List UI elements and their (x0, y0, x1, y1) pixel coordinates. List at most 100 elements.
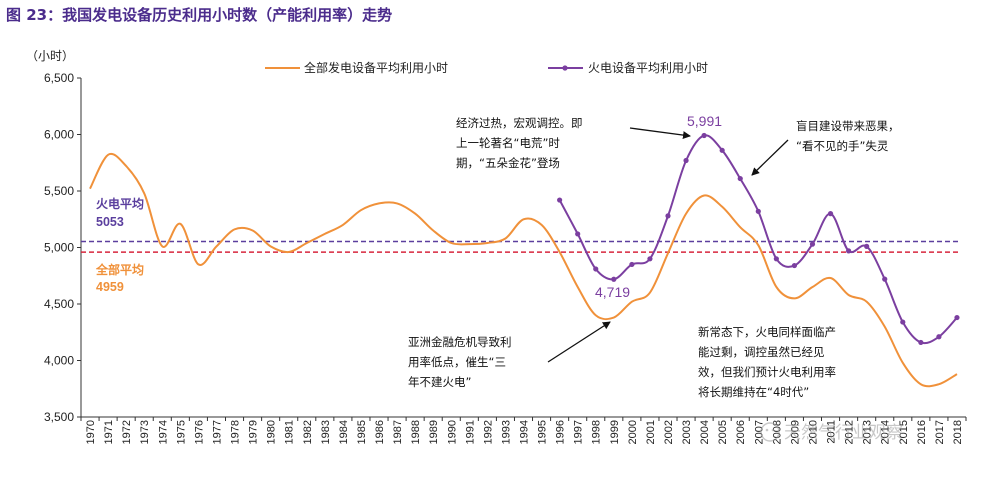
x-tick-label: 2016 (916, 420, 928, 444)
y-tick-label: 6,000 (44, 128, 74, 142)
x-tick-label: 1987 (392, 420, 404, 444)
ref-label-all: 全部平均 4959 (95, 262, 144, 294)
annotation-new-normal-line: 效，但我们预计火电利用率 (698, 365, 836, 379)
x-tick-label: 1999 (609, 420, 621, 444)
data-point-thermal (665, 213, 671, 219)
x-tick-label: 1982 (302, 420, 314, 444)
data-point-thermal (629, 261, 635, 268)
y-tick-label: 6,500 (44, 71, 74, 85)
reference-lines (81, 240, 958, 253)
x-tick-label: 2015 (898, 420, 910, 444)
annotation-asian-crisis-line: 亚洲金融危机导致利 (408, 335, 512, 349)
annotation-new-normal-line: 将长期维持在“4时代” (698, 385, 809, 399)
data-point-thermal (846, 248, 852, 254)
x-tick-label: 1970 (85, 420, 97, 444)
x-tick-label: 2008 (771, 420, 783, 444)
data-point-thermal (864, 243, 870, 249)
x-tick-label: 1998 (591, 420, 603, 444)
y-tick-label: 5,500 (44, 184, 74, 198)
data-point-thermal (755, 208, 761, 214)
legend-label-all: 全部发电设备平均利用小时 (304, 60, 448, 75)
data-point-thermal (773, 256, 779, 262)
data-point-thermal (683, 157, 689, 164)
x-tick-label: 1975 (175, 420, 187, 444)
data-point-thermal (575, 231, 581, 237)
annotation-asian-crisis: 亚洲金融危机导致利 用率低点，催生“三 年不建火电” (408, 335, 512, 389)
x-tick-label: 2018 (952, 420, 964, 444)
data-point-thermal (918, 339, 924, 346)
x-tick-label: 2003 (681, 420, 693, 444)
x-tick-label: 2013 (862, 420, 874, 444)
annotation-overheating-line: 上一轮著名“电荒”时 (456, 136, 560, 150)
annotation-asian-crisis-line: 用率低点，催生“三 (408, 355, 506, 369)
arrow-asian-crisis (547, 321, 611, 363)
x-tick-label: 1995 (537, 420, 549, 444)
arrow-blind-construction (751, 139, 789, 176)
x-tick-label: 1976 (193, 420, 205, 444)
annotation-asian-crisis-line: 年不建火电” (408, 375, 471, 389)
x-tick-label: 2017 (934, 420, 946, 444)
watermark-text: 天然气行业观察 (784, 423, 903, 443)
data-point-thermal (701, 132, 707, 139)
x-tick-label: 1979 (248, 420, 260, 444)
series-line-all (89, 152, 958, 388)
x-tick-label: 2002 (663, 420, 675, 444)
x-tick-label: 2001 (645, 420, 657, 444)
y-axis-unit-label: （小时） (26, 49, 74, 63)
ref-label-thermal-name: 火电平均 (96, 196, 144, 211)
ref-label-all-name: 全部平均 (95, 262, 144, 277)
x-tick-label: 1974 (157, 420, 169, 444)
data-point-thermal (593, 266, 599, 272)
x-tick-label: 1993 (500, 420, 512, 444)
annotation-new-normal-line: 新常态下，火电同样面临产 (698, 325, 836, 339)
annotation-blind-construction: 盲目建设带来恶果， “看不见的手”失灵 (796, 119, 900, 153)
x-tick-label: 2011 (826, 420, 838, 444)
axes: 3,500 4,000 4,500 5,000 5,500 6,000 6,500 1970 1… (44, 71, 967, 444)
y-tick-label: 5,000 (44, 241, 74, 255)
x-tick-label: 1981 (284, 420, 296, 444)
data-point-thermal (719, 147, 725, 153)
x-tick-label: 1972 (121, 420, 133, 444)
data-point-thermal (647, 256, 653, 262)
x-tick-label: 1984 (338, 420, 350, 444)
annotation-overheating-line: 经济过热，宏观调控。即 (456, 116, 583, 130)
x-tick-label: 1992 (482, 420, 494, 444)
x-tick-label: 1988 (410, 420, 422, 444)
x-tick-label: 1978 (230, 420, 242, 444)
legend-label-thermal: 火电设备平均利用小时 (588, 61, 708, 75)
series-layer (89, 132, 960, 388)
data-point-thermal (936, 334, 942, 340)
x-tick-label: 2005 (717, 420, 729, 444)
x-tick-label: 2014 (880, 420, 892, 444)
data-point-thermal (611, 276, 617, 282)
data-point-thermal (954, 314, 960, 321)
x-tick-label: 1990 (446, 420, 458, 444)
annotation-overheating-line: 期，“五朵金花”登场 (456, 156, 560, 170)
data-point-thermal (737, 175, 743, 182)
x-tick-label: 1989 (428, 420, 440, 444)
trough-label-1999: 4,719 (595, 284, 630, 300)
wechat-icon-dot (765, 428, 769, 432)
x-tick-label: 2004 (699, 420, 711, 444)
legend: 全部发电设备平均利用小时 火电设备平均利用小时 (265, 60, 708, 75)
y-tick-label: 3,500 (44, 410, 74, 424)
x-tick-label: 1977 (211, 420, 223, 444)
x-tick-label: 1991 (464, 420, 476, 444)
annotation-blind-construction-line: 盲目建设带来恶果， (796, 119, 900, 133)
x-tick-label: 2006 (735, 420, 747, 444)
x-tick-label: 1985 (356, 420, 368, 444)
x-tick-label: 1983 (320, 420, 332, 444)
wechat-icon-dot (771, 428, 775, 432)
x-tick-label: 1971 (103, 420, 115, 444)
x-tick-label: 2010 (807, 420, 819, 444)
data-point-thermal (827, 211, 834, 217)
data-point-thermal (557, 197, 563, 203)
y-tick-label: 4,000 (44, 354, 74, 368)
ref-label-all-value: 4959 (96, 280, 124, 294)
x-tick-label: 1997 (573, 420, 585, 444)
data-point-thermal (900, 319, 906, 325)
data-point-thermal (791, 262, 798, 269)
watermark: 天然气行业观察 (760, 422, 903, 443)
wechat-icon (760, 422, 780, 442)
